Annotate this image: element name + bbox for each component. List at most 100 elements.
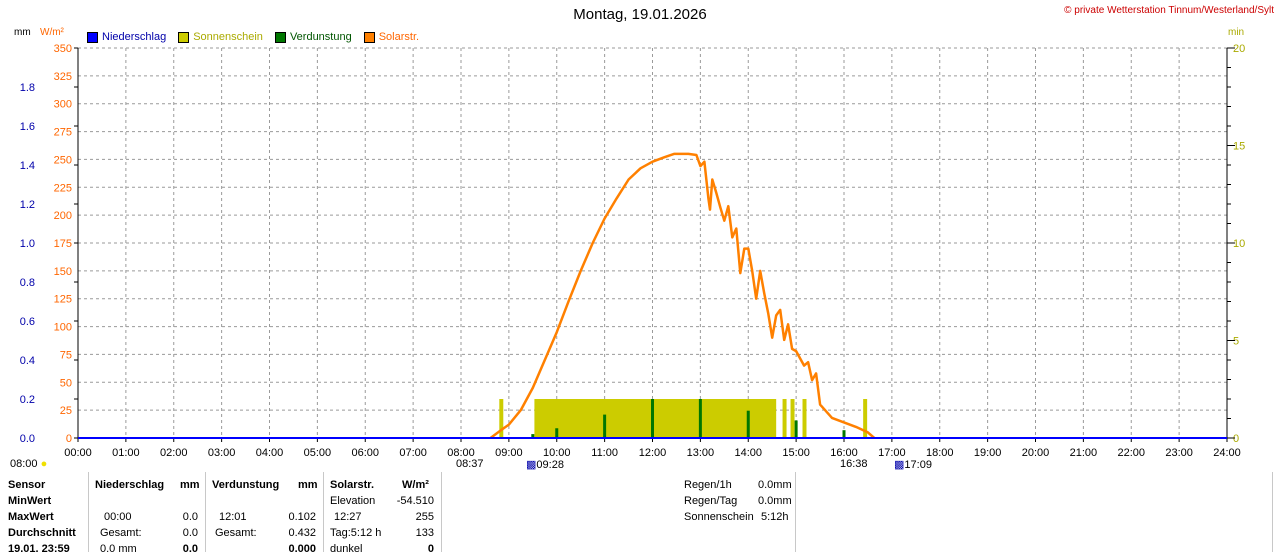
x-tick-label: 12:00 <box>639 447 667 459</box>
y-tick-label-mm: 1.6 <box>20 121 35 133</box>
legend-label: Sonnenschein <box>193 31 263 43</box>
x-tick-label: 10:00 <box>543 447 571 459</box>
stat-cell-rain-time: Gesamt: <box>100 527 142 539</box>
stats-header-rain-unit: mm <box>180 479 200 491</box>
stats-header-evap-unit: mm <box>298 479 318 491</box>
x-tick-label: 18:00 <box>926 447 954 459</box>
sunrise-civil-label: 08:00 ● <box>10 458 48 470</box>
x-tick-label: 00:00 <box>64 447 92 459</box>
copyright-note: © private Wetterstation Tinnum/Westerlan… <box>1064 5 1274 16</box>
x-tick-label: 21:00 <box>1070 447 1098 459</box>
stat-cell-label: MaxWert <box>8 511 54 523</box>
side-stat-label: Regen/1h <box>684 479 732 491</box>
legend-item: Sonnenschein <box>178 31 263 43</box>
legend-swatch <box>178 31 190 43</box>
stat-cell-evap-time: 12:01 <box>219 511 247 523</box>
y-tick-label-min: 15 <box>1233 141 1245 153</box>
y-tick-label-mm: 0.4 <box>20 355 35 367</box>
y-tick-label-wm2: 50 <box>60 377 72 389</box>
stat-cell-evap-time: Gesamt: <box>215 527 257 539</box>
x-tick-label: 24:00 <box>1213 447 1241 459</box>
x-tick-label: 05:00 <box>304 447 332 459</box>
y-tick-label-wm2: 200 <box>54 210 72 222</box>
x-tick-label: 16:00 <box>830 447 858 459</box>
stats-header-rain: Niederschlag <box>95 479 165 491</box>
sunshine-bar <box>863 399 868 438</box>
stat-cell-rain-time: 00:00 <box>104 511 132 523</box>
sunrise-right-label: ▩09:28 <box>526 459 564 471</box>
x-tick-label: 20:00 <box>1022 447 1050 459</box>
x-tick-label: 03:00 <box>208 447 236 459</box>
x-tick-label: 14:00 <box>734 447 762 459</box>
side-stat-label: Sonnenschein <box>684 511 754 523</box>
x-tick-label: 17:00 <box>878 447 906 459</box>
sunshine-bar <box>499 399 504 438</box>
legend-label: Solarstr. <box>378 31 420 43</box>
stats-header-sensor: Sensor <box>8 479 46 491</box>
sunshine-bar <box>534 399 777 438</box>
side-stat-value: 0.0mm <box>758 479 792 491</box>
y-tick-label-wm2: 300 <box>54 99 72 111</box>
unit-mm-label: mm <box>14 27 31 38</box>
unit-min-label: min <box>1228 27 1245 38</box>
stat-cell-rain-val: 0.0 <box>182 543 198 555</box>
legend-item: Niederschlag <box>87 31 166 43</box>
sunset-left-label: 16:38 <box>840 458 868 470</box>
y-tick-label-wm2: 225 <box>54 182 72 194</box>
stat-cell-rain-time: 0.0 mm <box>100 543 137 555</box>
side-stat-value: 0.0mm <box>758 495 792 507</box>
evaporation-bar <box>698 399 702 438</box>
stat-cell-rain-val: 0.0 <box>182 511 198 523</box>
stat-cell-solar-label: dunkel <box>330 543 363 555</box>
stat-cell-solar-val: 0 <box>427 543 434 555</box>
sunrise-left-label: 08:37 <box>456 458 484 470</box>
y-tick-label-wm2: 275 <box>54 127 72 139</box>
y-tick-label-mm: 1.2 <box>20 199 35 211</box>
evaporation-bar <box>794 420 798 438</box>
stat-cell-evap-val: 0.432 <box>288 527 316 539</box>
y-tick-label-wm2: 150 <box>54 266 72 278</box>
stat-cell-rain-val: 0.0 <box>182 527 198 539</box>
y-tick-label-wm2: 0 <box>66 433 72 445</box>
legend-label: Niederschlag <box>102 31 167 43</box>
y-tick-label-min: 10 <box>1233 238 1245 250</box>
y-tick-label-mm: 1.4 <box>20 160 35 172</box>
x-tick-label: 13:00 <box>687 447 715 459</box>
side-stat-value: 5:12h <box>761 511 789 523</box>
y-tick-label-wm2: 25 <box>60 405 72 417</box>
legend-swatch <box>363 31 375 43</box>
x-tick-label: 04:00 <box>256 447 284 459</box>
stat-cell-label: MinWert <box>8 495 52 507</box>
y-tick-label-mm: 0.8 <box>20 277 35 289</box>
evaporation-bar <box>531 434 535 438</box>
y-tick-label-min: 0 <box>1233 433 1239 445</box>
legend-label: Verdunstung <box>289 31 352 43</box>
y-tick-label-wm2: 100 <box>54 322 72 334</box>
legend-item: Solarstr. <box>363 31 420 43</box>
y-tick-label-wm2: 250 <box>54 154 72 166</box>
sunshine-bar <box>802 399 807 438</box>
series-line <box>489 152 876 440</box>
y-tick-label-mm: 0.0 <box>20 433 35 445</box>
y-tick-label-mm: 1.0 <box>20 238 35 250</box>
x-tick-label: 19:00 <box>974 447 1002 459</box>
x-tick-label: 02:00 <box>160 447 188 459</box>
x-tick-label: 22:00 <box>1117 447 1145 459</box>
sunshine-bar <box>782 399 787 438</box>
stat-cell-solar-label: Tag:5:12 h <box>330 527 382 539</box>
stat-cell-label: 19.01. 23:59 <box>8 543 70 555</box>
y-tick-label-mm: 1.8 <box>20 82 35 94</box>
stat-cell-solar-val: 133 <box>415 527 434 539</box>
x-tick-label: 06:00 <box>351 447 379 459</box>
stat-cell-evap-val: 0.000 <box>288 543 316 555</box>
stat-cell-solar-label: Elevation <box>330 495 376 507</box>
y-tick-label-mm: 0.6 <box>20 316 35 328</box>
y-tick-label-wm2: 325 <box>54 71 72 83</box>
x-tick-label: 15:00 <box>782 447 810 459</box>
stat-cell-label: Durchschnitt <box>8 527 76 539</box>
y-tick-label-wm2: 175 <box>54 238 72 250</box>
stats-header-solar: Solarstr. <box>330 479 375 491</box>
x-tick-label: 23:00 <box>1165 447 1193 459</box>
evaporation-bar <box>746 410 750 438</box>
x-tick-label: 07:00 <box>399 447 427 459</box>
